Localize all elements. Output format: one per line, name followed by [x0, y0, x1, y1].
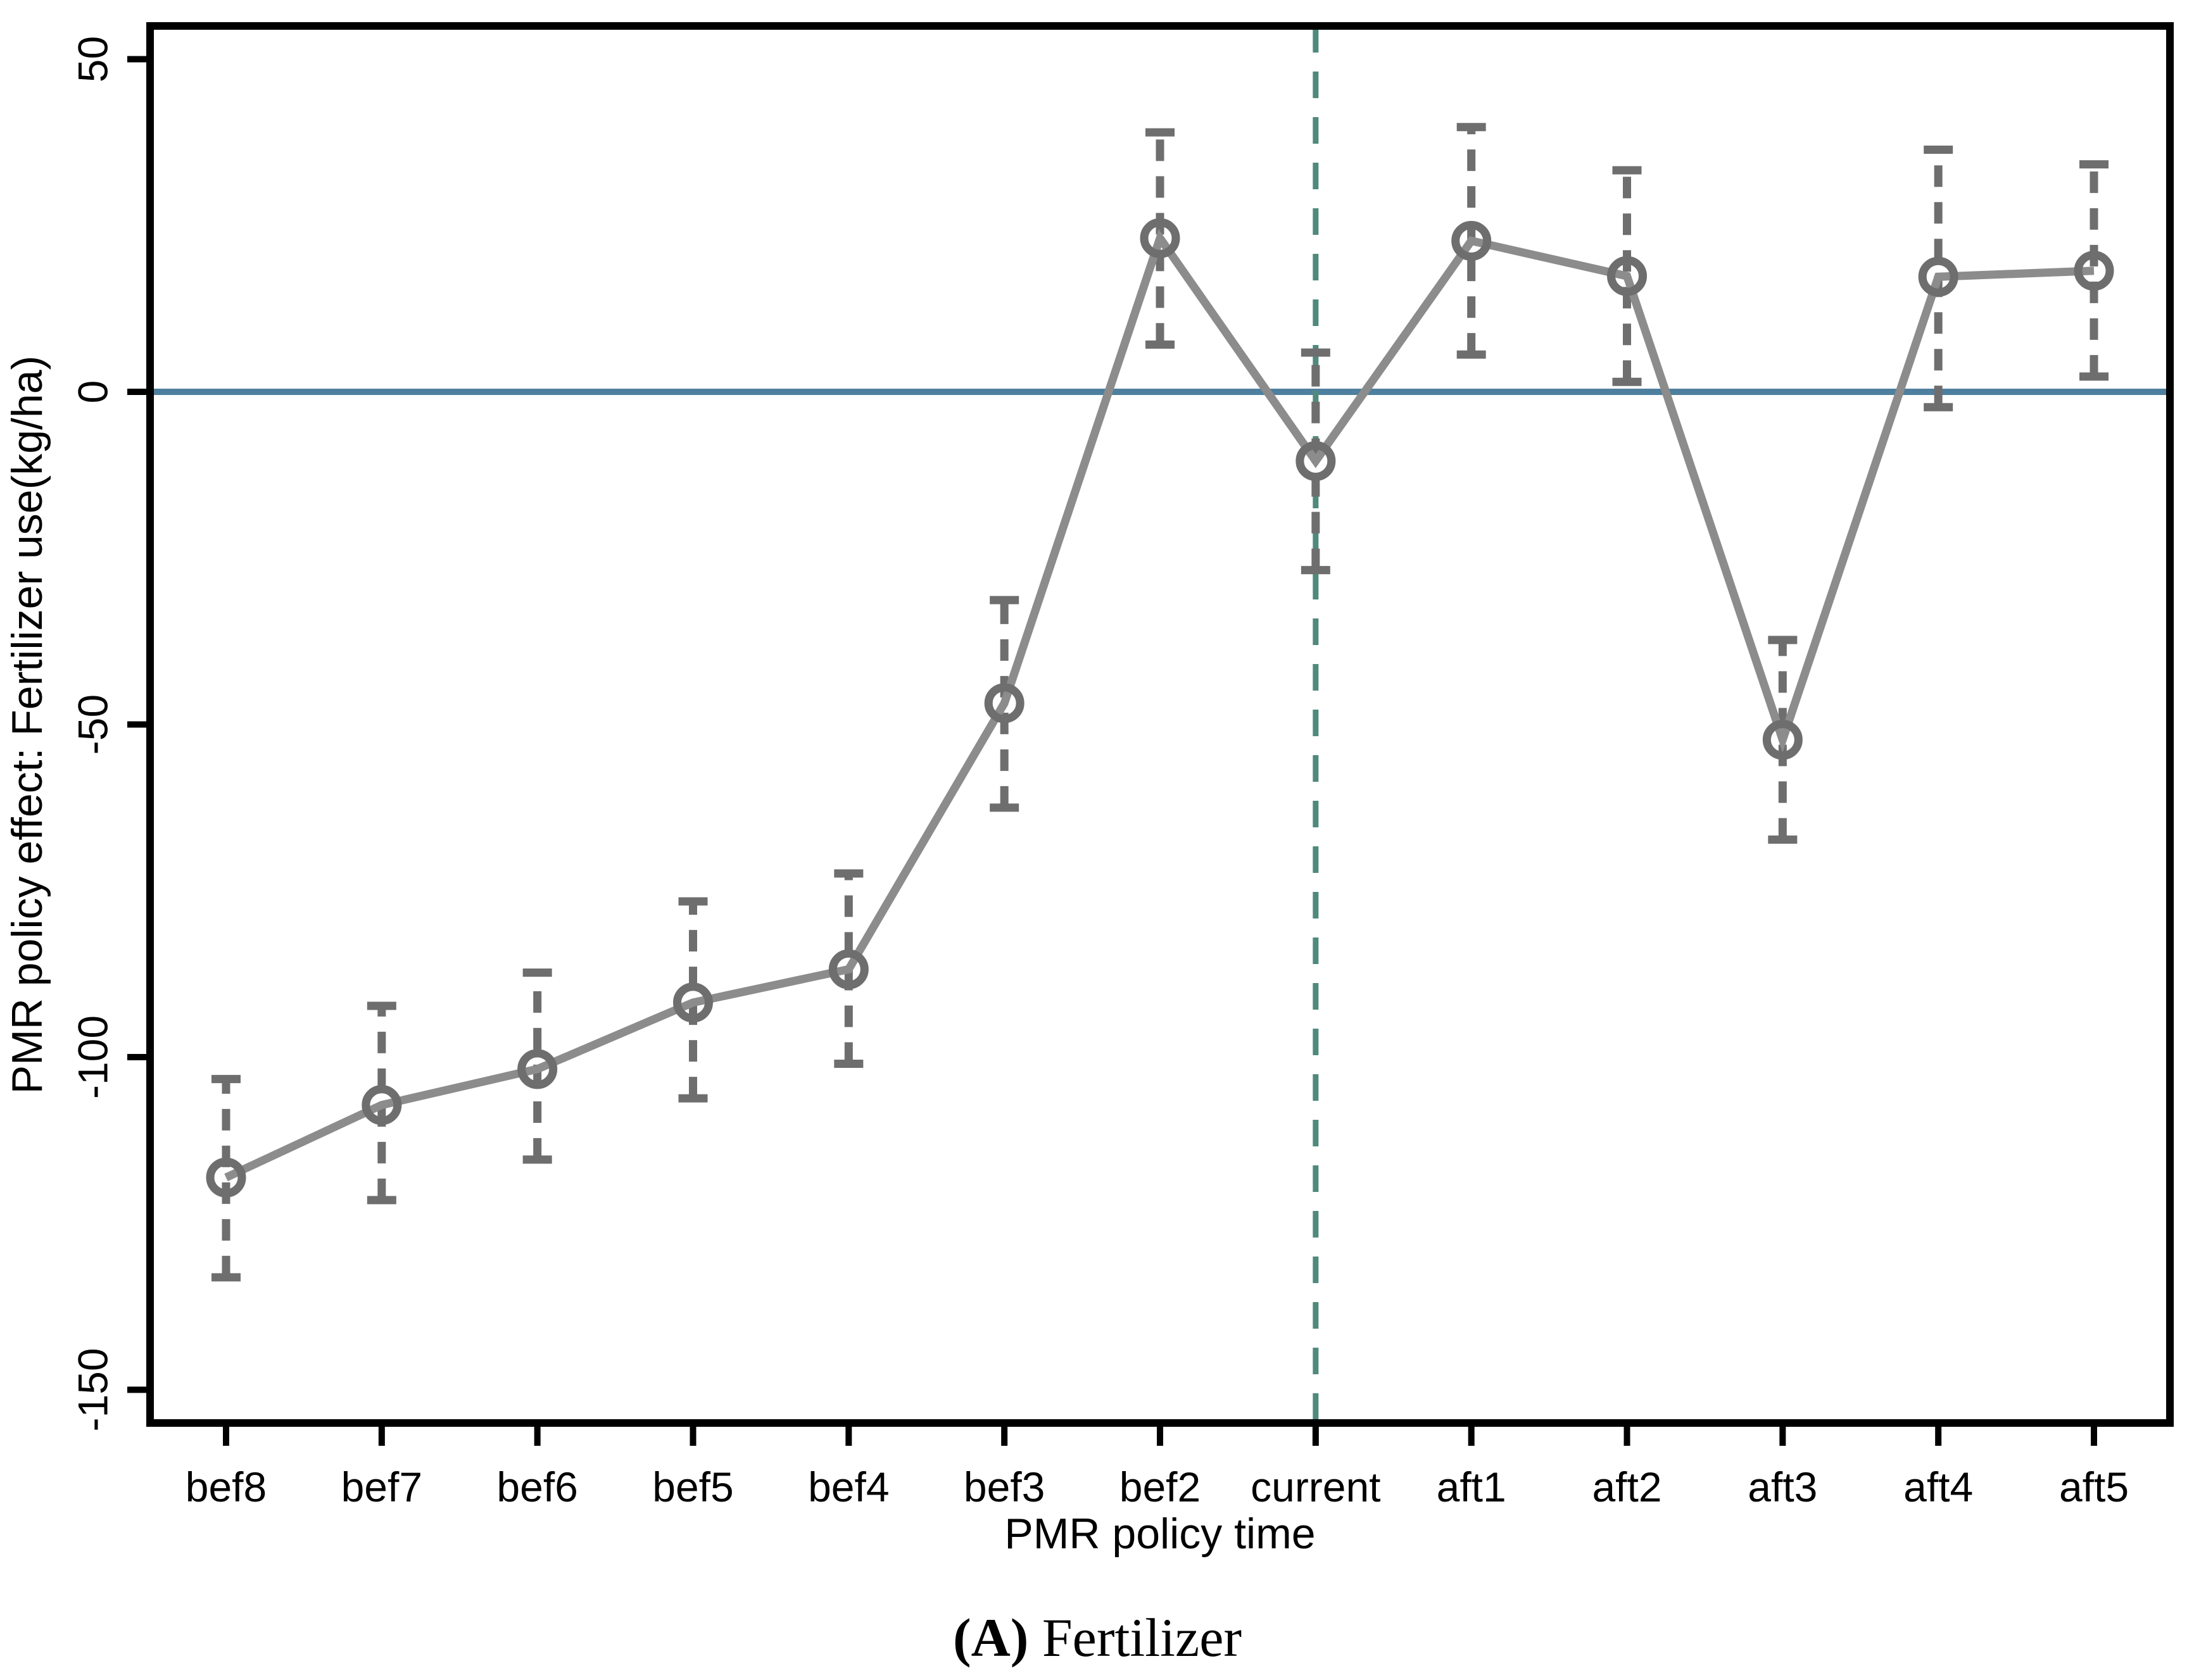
series-line [224, 229, 2095, 1182]
plot-area: 50 0 -50 -100 -150 bef8 bef7 bef6 bef5 bef4 bef3 be… [69, 22, 2174, 1510]
data-point-marker [1451, 220, 1492, 261]
data-point-marker [1607, 256, 1647, 296]
figure-caption-label: (A) [953, 1607, 1028, 1668]
data-point-marker [984, 683, 1024, 724]
data-point-marker [673, 982, 713, 1023]
x-axis-tick-label: bef4 [808, 1464, 889, 1510]
data-point-marker [1296, 441, 1336, 481]
x-axis-tick-label: aft1 [1437, 1464, 1506, 1510]
data-point-marker [2074, 251, 2114, 291]
figure-caption-text: Fertilizer [1028, 1607, 1242, 1668]
x-axis-tick-label: bef2 [1119, 1464, 1201, 1510]
y-axis-tick-label: 0 [69, 380, 116, 404]
data-point-marker [1140, 218, 1180, 258]
x-axis-tick-label: bef3 [964, 1464, 1045, 1510]
data-point-marker [1918, 256, 1958, 297]
data-point-marker [206, 1157, 246, 1198]
y-axis-tick-label: -50 [69, 694, 116, 755]
y-axis-tick-label: 50 [69, 36, 116, 82]
x-axis-tick-label: aft2 [1592, 1464, 1661, 1510]
x-axis-tick-label: bef5 [652, 1464, 733, 1510]
x-axis-tick-label: current [1251, 1464, 1380, 1510]
x-axis-tick-label: bef7 [341, 1464, 422, 1510]
x-axis-tick-label: bef6 [496, 1464, 577, 1510]
data-point-marker [362, 1085, 402, 1125]
data-point-marker [1762, 720, 1803, 760]
x-axis-tick-label: aft4 [1903, 1464, 1973, 1510]
x-axis-tick-label: aft5 [2059, 1464, 2129, 1510]
x-axis-tick-label: aft3 [1748, 1464, 1817, 1510]
figure-caption: (A) Fertilizer [953, 1607, 1242, 1668]
y-axis-tick-label: -100 [69, 1015, 116, 1099]
data-point-marker [828, 949, 869, 989]
data-point-marker [517, 1049, 558, 1089]
y-axis-tick-label: -150 [69, 1348, 116, 1431]
x-axis-tick-label: bef8 [186, 1464, 267, 1510]
y-axis-title: PMR policy effect: Fertilizer use(kg/ha) [3, 356, 51, 1094]
x-axis-title: PMR policy time [1004, 1510, 1315, 1558]
